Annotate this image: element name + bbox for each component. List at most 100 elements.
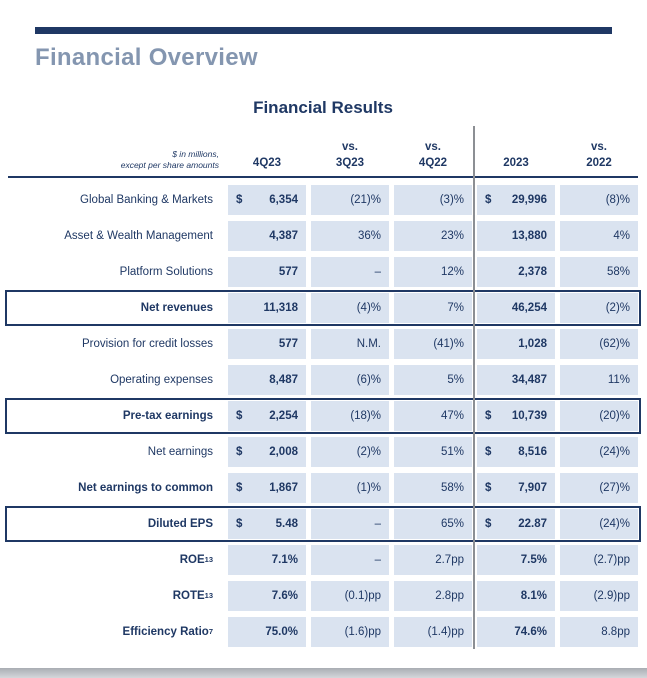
table-row-provision-for-credit-losses: Provision for credit losses 577 N.M. (41)% 1… bbox=[8, 329, 638, 359]
table-row-roe: ROE 13 7.1% – 2.7pp 7.5% (2.7)pp bbox=[8, 545, 638, 575]
dollar-sign: $ bbox=[236, 194, 243, 206]
cell-value: 7.6% bbox=[271, 590, 298, 602]
cell-value: 2,378 bbox=[518, 266, 547, 278]
row-label: Global Banking & Markets bbox=[8, 185, 223, 215]
cell-value: (18)% bbox=[350, 410, 381, 422]
cell-value: 5% bbox=[447, 374, 464, 386]
row-label: Pre-tax earnings bbox=[8, 401, 223, 431]
cell-value: 2,008 bbox=[269, 446, 298, 458]
table-header: $ in millions, except per share amounts … bbox=[8, 126, 638, 178]
value-cell: – bbox=[311, 509, 389, 539]
cell-value: 2,254 bbox=[269, 410, 298, 422]
value-cell: (0.1)pp bbox=[311, 581, 389, 611]
value-cell: $22.87 bbox=[477, 509, 555, 539]
value-cell: (4)% bbox=[311, 293, 389, 323]
cell-value: 7.5% bbox=[520, 554, 547, 566]
cell-value: 2.7pp bbox=[435, 554, 464, 566]
cell-value: (0.1)pp bbox=[344, 590, 381, 602]
value-cell: (8)% bbox=[560, 185, 638, 215]
financial-results-section: Financial Results $ in millions, except … bbox=[5, 98, 641, 654]
row-label: Efficiency Ratio 7 bbox=[8, 617, 223, 647]
cell-value: – bbox=[374, 266, 381, 278]
value-cell: 58% bbox=[394, 473, 472, 503]
value-cell: $2,254 bbox=[228, 401, 306, 431]
cell-value: 13,880 bbox=[511, 230, 547, 242]
cell-value: 7.1% bbox=[271, 554, 298, 566]
value-cell: (21)% bbox=[311, 185, 389, 215]
value-cell: (2.7)pp bbox=[560, 545, 638, 575]
value-cell: (24)% bbox=[560, 509, 638, 539]
value-cell: 58% bbox=[560, 257, 638, 287]
row-label: Net earnings bbox=[8, 437, 223, 467]
cell-value: 8.8pp bbox=[601, 626, 630, 638]
cell-value: N.M. bbox=[356, 338, 381, 350]
value-cell: 75.0% bbox=[228, 617, 306, 647]
row-label: Operating expenses bbox=[8, 365, 223, 395]
cell-value: 46,254 bbox=[511, 302, 547, 314]
value-cell: (2)% bbox=[560, 293, 638, 323]
dollar-sign: $ bbox=[485, 194, 492, 206]
value-cell: 2.8pp bbox=[394, 581, 472, 611]
value-cell: $5.48 bbox=[228, 509, 306, 539]
table-row-net-earnings-to-common: Net earnings to common $1,867 (1)% 58% $7,90… bbox=[8, 473, 638, 503]
cell-value: 34,487 bbox=[511, 374, 547, 386]
cell-value: 11% bbox=[607, 374, 630, 386]
value-cell: $2,008 bbox=[228, 437, 306, 467]
cell-value: (3)% bbox=[439, 194, 464, 206]
value-cell: 5% bbox=[394, 365, 472, 395]
cell-value: 7,907 bbox=[518, 482, 547, 494]
table-row-rote: ROTE 13 7.6% (0.1)pp 2.8pp 8.1% (2.9)pp bbox=[8, 581, 638, 611]
cell-value: (24)% bbox=[599, 518, 630, 530]
cell-value: (62)% bbox=[599, 338, 630, 350]
value-cell: 74.6% bbox=[477, 617, 555, 647]
value-cell: $1,867 bbox=[228, 473, 306, 503]
cell-value: 12% bbox=[440, 266, 464, 278]
dollar-sign: $ bbox=[236, 482, 243, 494]
dollar-sign: $ bbox=[485, 482, 492, 494]
cell-value: 10,739 bbox=[511, 410, 547, 422]
value-cell: 12% bbox=[394, 257, 472, 287]
table-row-efficiency-ratio: Efficiency Ratio 7 75.0% (1.6)pp (1.4)pp 74.6… bbox=[8, 617, 638, 647]
column-header-vs-3q23: vs. 3Q23 bbox=[335, 140, 365, 169]
cell-value: (1.4)pp bbox=[427, 626, 464, 638]
dollar-sign: $ bbox=[236, 446, 243, 458]
page-title: Financial Overview bbox=[35, 44, 258, 71]
value-cell: $7,907 bbox=[477, 473, 555, 503]
value-cell: 7.1% bbox=[228, 545, 306, 575]
value-cell: – bbox=[311, 545, 389, 575]
row-label: Diluted EPS bbox=[8, 509, 223, 539]
table-row-global-banking-markets: Global Banking & Markets $6,354 (21)% (3)% $… bbox=[8, 185, 638, 215]
row-label: Platform Solutions bbox=[8, 257, 223, 287]
value-cell: $10,739 bbox=[477, 401, 555, 431]
column-header-4q23: 4Q23 bbox=[252, 156, 282, 169]
cell-value: 577 bbox=[278, 266, 298, 278]
cell-value: (1)% bbox=[356, 482, 381, 494]
row-label: ROTE 13 bbox=[8, 581, 223, 611]
cell-value: 4,387 bbox=[269, 230, 298, 242]
value-cell: $8,516 bbox=[477, 437, 555, 467]
value-cell: (62)% bbox=[560, 329, 638, 359]
row-label: Asset & Wealth Management bbox=[8, 221, 223, 251]
table-row-operating-expenses: Operating expenses 8,487 (6)% 5% 34,487 11% bbox=[8, 365, 638, 395]
cell-value: (2)% bbox=[356, 446, 381, 458]
table-row-platform-solutions: Platform Solutions 577 – 12% 2,378 58% bbox=[8, 257, 638, 287]
cell-value: 11,318 bbox=[263, 302, 298, 314]
value-cell: 7% bbox=[394, 293, 472, 323]
value-cell: $6,354 bbox=[228, 185, 306, 215]
value-cell: 8.8pp bbox=[560, 617, 638, 647]
value-cell: (3)% bbox=[394, 185, 472, 215]
dollar-sign: $ bbox=[236, 410, 243, 422]
cell-value: (20)% bbox=[599, 410, 630, 422]
value-cell: 7.6% bbox=[228, 581, 306, 611]
value-cell: 47% bbox=[394, 401, 472, 431]
value-cell: 11% bbox=[560, 365, 638, 395]
dollar-sign: $ bbox=[236, 518, 243, 530]
cell-value: (24)% bbox=[599, 446, 630, 458]
value-cell: 577 bbox=[228, 257, 306, 287]
cell-value: 5.48 bbox=[275, 518, 298, 530]
cell-value: 1,867 bbox=[269, 482, 298, 494]
table-rows: Global Banking & Markets $6,354 (21)% (3)% $… bbox=[5, 185, 641, 647]
cell-value: (2.9)pp bbox=[593, 590, 630, 602]
value-cell: 1,028 bbox=[477, 329, 555, 359]
column-header-vs-2022: vs. 2022 bbox=[586, 140, 612, 169]
